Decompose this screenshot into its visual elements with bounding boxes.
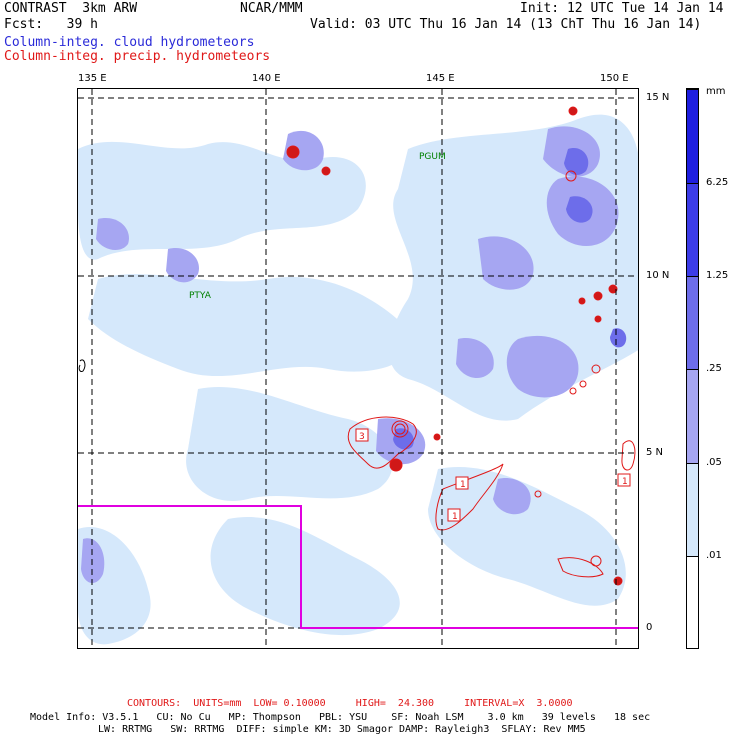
colorbar-seg-3 bbox=[687, 276, 698, 369]
map-canvas: 3 1 1 1 bbox=[78, 89, 638, 648]
place-label-pgum: PGUM bbox=[419, 152, 446, 162]
lon-label-150: 150 E bbox=[600, 73, 629, 84]
colorbar-seg-4 bbox=[687, 369, 698, 463]
colorbar-seg-6 bbox=[687, 556, 698, 648]
lon-label-135: 135 E bbox=[78, 73, 107, 84]
field-precip-label: Column-integ. precip. hydrometeors bbox=[4, 49, 271, 64]
valid-time: Valid: 03 UTC Thu 16 Jan 14 (13 ChT Thu … bbox=[310, 17, 702, 32]
contour-label-3: 3 bbox=[359, 432, 365, 442]
colorbar-level-0-25: .25 bbox=[706, 363, 722, 374]
precip-contours bbox=[286, 106, 636, 586]
colorbar-seg-5 bbox=[687, 463, 698, 556]
colorbar-seg-1 bbox=[687, 89, 698, 183]
colorbar bbox=[686, 88, 699, 649]
forecast-hour: Fcst: 39 h bbox=[4, 17, 98, 32]
contour-label-1b: 1 bbox=[452, 512, 458, 522]
colorbar-seg-2 bbox=[687, 183, 698, 276]
map-panel: 3 1 1 1 PGUM PTYA bbox=[77, 88, 639, 649]
lat-label-5n: 5 N bbox=[646, 447, 664, 458]
coastline-mark bbox=[78, 359, 86, 372]
contour-label-1c: 1 bbox=[622, 477, 628, 487]
contour-label-texts: 3 1 1 1 bbox=[359, 432, 628, 522]
lon-label-140: 140 E bbox=[252, 73, 281, 84]
organization-label: NCAR/MMM bbox=[240, 1, 303, 16]
model-info-line2: LW: RRTMG SW: RRTMG DIFF: simple KM: 3D … bbox=[98, 724, 586, 735]
colorbar-level-6-25: 6.25 bbox=[706, 177, 729, 188]
colorbar-level-1-25: 1.25 bbox=[706, 270, 729, 281]
cloud-shading-dark bbox=[393, 148, 627, 450]
lat-label-0: 0 bbox=[646, 622, 653, 633]
model-info-line1: Model Info: V3.5.1 CU: No Cu MP: Thompso… bbox=[30, 712, 651, 723]
colorbar-level-0-01: .01 bbox=[706, 550, 722, 561]
init-time: Init: 12 UTC Tue 14 Jan 14 bbox=[520, 1, 724, 16]
colorbar-level-0-05: .05 bbox=[706, 457, 722, 468]
place-label-ptya: PTYA bbox=[189, 291, 211, 301]
lon-label-145: 145 E bbox=[426, 73, 455, 84]
lat-label-15n: 15 N bbox=[646, 92, 670, 103]
field-cloud-label: Column-integ. cloud hydrometeors bbox=[4, 35, 255, 50]
model-title: CONTRAST 3km ARW bbox=[4, 1, 138, 16]
contour-label-boxes bbox=[355, 428, 631, 522]
contour-label-1a: 1 bbox=[460, 480, 466, 490]
colorbar-unit: mm bbox=[706, 86, 726, 97]
lat-lon-grid bbox=[78, 89, 638, 648]
domain-boundary bbox=[78, 505, 638, 629]
lat-label-10n: 10 N bbox=[646, 270, 670, 281]
contours-info: CONTOURS: UNITS=mm LOW= 0.10000 HIGH= 24… bbox=[127, 698, 573, 709]
